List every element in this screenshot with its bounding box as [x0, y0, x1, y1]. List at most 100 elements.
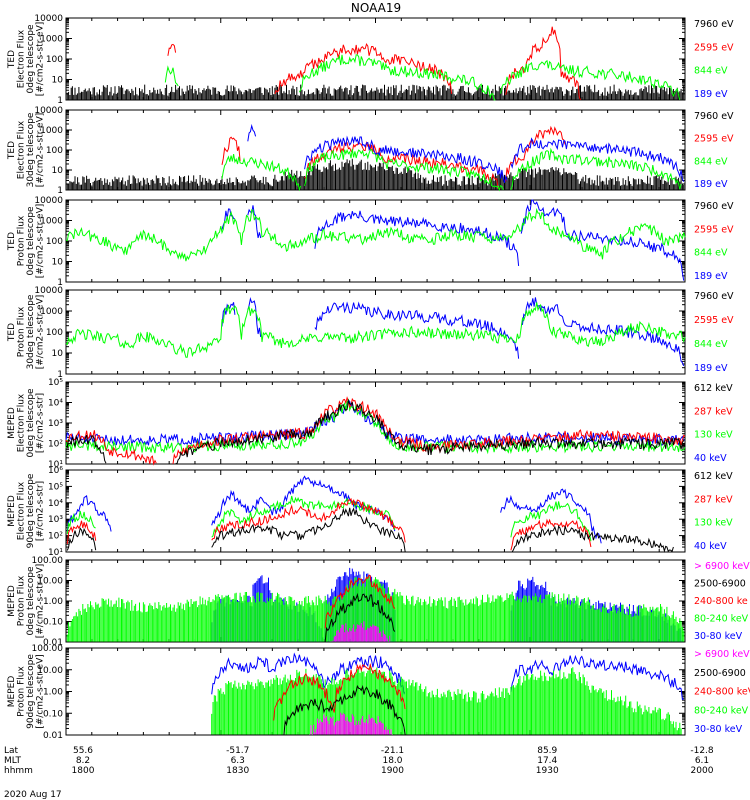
series-2595-ev	[167, 26, 581, 101]
y-axis-label-line: 0deg telescope	[26, 206, 36, 276]
x-tick-hhmm: 1900	[381, 766, 404, 776]
series-240-800-ke	[324, 574, 396, 629]
legend-entry: 7960 eV	[694, 201, 734, 212]
series-189-ev	[221, 297, 685, 367]
x-tick-hhmm: 1830	[226, 766, 249, 776]
x-tick-lat: -21.1	[381, 746, 404, 756]
panel-8: 100.00 10.00 1.00 0.10 0.01 MEPEDProton Flux9…	[7, 644, 750, 741]
y-axis-label-line: Proton Flux	[17, 306, 27, 357]
y-axis-label-line: Proton Flux	[17, 575, 27, 626]
y-tick-label: 0.01	[43, 731, 63, 741]
legend-entry: 612 keV	[694, 383, 733, 394]
y-axis-label-line: MEPED	[7, 495, 17, 527]
y-tick-label: 1	[57, 96, 63, 106]
legend-entry: 844 eV	[694, 66, 728, 77]
panel-2: 10000 1000 100 10 1 TEDElectron Flux30deg tel…	[7, 106, 734, 196]
legend-entry: 30-80 keV	[694, 724, 743, 735]
y-axis-label-line: TED	[7, 232, 17, 251]
y-tick-label: 0.10	[43, 709, 63, 719]
series--6900-kev	[309, 712, 393, 735]
series--6900-kev	[329, 621, 391, 642]
x-row-label: hhmm	[4, 766, 33, 776]
legend-entry: > 6900 keV	[694, 561, 750, 572]
panel-4: 10000 1000 100 10 1 TEDProton Flux30deg teles…	[7, 286, 734, 380]
legend-entry: 40 keV	[694, 453, 727, 464]
y-tick-label: 100.00	[32, 644, 64, 654]
y-axis-label-line: [#/cm2-s-str-eV]	[36, 204, 46, 279]
legend-entry: 2500-6900	[694, 579, 746, 590]
y-axis-label: TEDElectron Flux0deg telescope[#/cm2-s-s…	[7, 22, 46, 97]
y-tick-label: 1	[57, 278, 63, 288]
legend-entry: 189 eV	[694, 179, 728, 190]
series-287-kev	[66, 497, 592, 551]
y-tick-label: 100	[46, 328, 63, 338]
x-tick-hhmm: 1800	[72, 766, 95, 776]
y-axis-label-line: Proton Flux	[17, 215, 27, 266]
y-axis-label-line: Electron Flux	[17, 481, 27, 540]
y-tick-label: 10.00	[37, 666, 63, 676]
y-axis-label: TEDElectron Flux30deg telescope[#/cm2-s-…	[7, 112, 46, 187]
legend-entry: 40 keV	[694, 541, 727, 552]
x-row-label: Lat	[4, 746, 19, 756]
y-tick-label: 10	[52, 76, 64, 86]
legend-entry: 287 keV	[694, 494, 733, 505]
y-axis-label-line: 90deg telescope	[26, 473, 36, 548]
legend-entry: 7960 eV	[694, 291, 734, 302]
legend-entry: 80-240 keV	[694, 614, 749, 625]
series-287-kev	[65, 396, 686, 466]
y-axis-label-line: MEPED	[7, 676, 17, 708]
legend-entry: 130 keV	[694, 518, 733, 529]
legend-entry: 844 eV	[694, 156, 728, 167]
y-tick-label: 10³	[48, 515, 63, 525]
legend-entry: 240-800 ke	[694, 596, 748, 607]
y-tick-label: 10000	[34, 14, 63, 24]
x-tick-lat: -51.7	[226, 746, 249, 756]
y-tick-label: 10³	[48, 419, 63, 429]
x-tick-lat: 85.9	[537, 746, 557, 756]
y-axis-label-line: Electron Flux	[17, 29, 27, 88]
plot-frame	[65, 199, 686, 283]
legend-entry: 189 eV	[694, 271, 728, 282]
y-axis-label-line: MEPED	[7, 585, 17, 617]
series-844-ev	[221, 147, 682, 192]
legend-entry: 189 eV	[694, 89, 728, 100]
series-189-ev	[221, 199, 685, 281]
legend-entry: 844 eV	[694, 339, 728, 350]
y-tick-label: 1000	[40, 35, 63, 45]
series-189-ev	[247, 123, 685, 183]
legend-entry: 612 keV	[694, 471, 733, 482]
series-844-ev	[65, 207, 686, 262]
series-30-80-kev	[211, 652, 684, 701]
y-tick-label: 1.00	[43, 597, 63, 607]
y-tick-label: 100.00	[32, 556, 64, 566]
plot-frame	[65, 17, 686, 101]
y-axis-label-line: [#/cm2-s-str]	[36, 393, 46, 453]
y-axis-label-line: TED	[7, 323, 17, 342]
y-tick-label: 1	[57, 186, 63, 196]
series-612-kev	[66, 507, 674, 553]
y-axis-label-line: Electron Flux	[17, 393, 27, 452]
x-tick-mlt: 6.1	[695, 756, 709, 766]
y-axis-label: MEPEDProton Flux90deg telescope[#/cm2-s-…	[7, 654, 46, 729]
y-tick-label: 10²	[48, 440, 63, 450]
series-240-800-kev	[273, 662, 406, 721]
y-tick-label: 10	[52, 258, 64, 268]
series-612-kev	[65, 398, 686, 465]
y-tick-label: 10²	[48, 532, 63, 542]
x-tick-lat: 55.6	[73, 746, 93, 756]
y-axis-label: TEDProton Flux30deg telescope[#/cm2-s-st…	[7, 294, 46, 369]
y-tick-label: 0.01	[43, 638, 63, 648]
y-tick-label: 10.00	[37, 577, 63, 587]
y-axis-label-line: MEPED	[7, 407, 17, 439]
series-7960-ev	[65, 84, 686, 100]
legend-entry: 7960 eV	[694, 111, 734, 122]
y-tick-label: 100	[46, 55, 63, 65]
y-axis-label: TEDProton Flux0deg telescope[#/cm2-s-str…	[7, 204, 46, 279]
x-row-label: MLT	[4, 756, 22, 766]
y-axis-label-line: TED	[7, 141, 17, 160]
x-tick-lat: -12.8	[690, 746, 714, 756]
legend-entry: 7960 eV	[694, 19, 734, 30]
